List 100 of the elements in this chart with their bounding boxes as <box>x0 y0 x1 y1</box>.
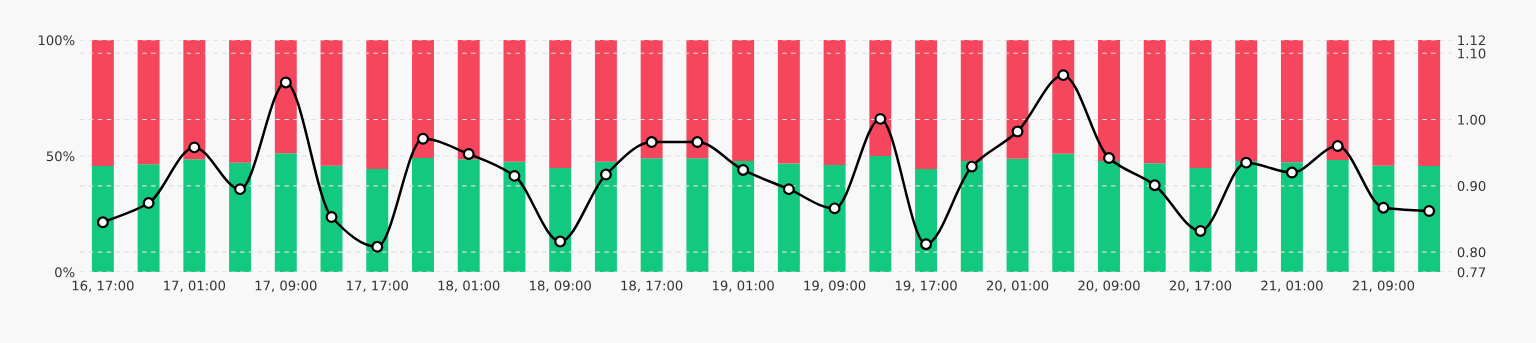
point <box>782 183 795 196</box>
bar <box>1372 165 1395 272</box>
bar <box>1052 40 1075 154</box>
point <box>417 132 429 145</box>
bar <box>549 168 572 272</box>
point <box>142 197 155 210</box>
bar <box>869 156 892 272</box>
bar <box>1098 40 1120 162</box>
point <box>554 235 567 248</box>
point <box>920 238 933 251</box>
bar <box>137 164 160 272</box>
bar <box>915 168 938 272</box>
bar <box>1235 40 1258 162</box>
bar <box>274 40 297 154</box>
bar <box>594 40 617 162</box>
bar <box>1235 161 1258 272</box>
bar <box>366 168 389 272</box>
point <box>1423 205 1436 217</box>
point <box>1103 152 1115 164</box>
point <box>691 136 704 149</box>
point <box>1011 125 1024 138</box>
bar <box>1189 168 1212 272</box>
bar <box>1418 165 1441 272</box>
x-tick-label: 20, 01:00 <box>986 280 1049 292</box>
y2-tick-label: 1.00 <box>1458 114 1486 125</box>
y2-tick-label: 1.12 <box>1458 35 1485 46</box>
bar <box>137 40 160 165</box>
point <box>1285 166 1298 179</box>
point <box>1377 201 1390 214</box>
x-tick-label: 18, 09:00 <box>530 280 591 292</box>
y-tick-label: 100% <box>38 35 75 46</box>
point <box>234 183 247 196</box>
bar <box>503 40 526 162</box>
x-tick-label: 19, 17:00 <box>895 280 957 292</box>
bar <box>869 40 892 156</box>
point <box>188 141 201 154</box>
bar <box>1052 153 1075 272</box>
point <box>599 168 612 181</box>
point <box>737 163 750 176</box>
point <box>645 136 658 149</box>
bar <box>1143 163 1166 272</box>
bar <box>1280 40 1303 163</box>
point <box>1331 140 1344 153</box>
point <box>1057 69 1070 82</box>
bar <box>229 40 252 163</box>
bar <box>823 165 846 272</box>
bar <box>549 40 572 169</box>
y2-tick-label: 0.90 <box>1457 181 1486 192</box>
x-tick-label: 17, 09:00 <box>255 280 317 292</box>
x-tick-label: 20, 17:00 <box>1169 280 1232 292</box>
bar <box>777 163 800 272</box>
bar <box>640 40 663 159</box>
y-tick-label: 0% <box>55 267 75 278</box>
x-tick-label: 16, 17:00 <box>72 280 134 292</box>
point <box>1194 224 1207 237</box>
bar <box>1098 161 1120 272</box>
bar <box>777 40 800 164</box>
bar <box>320 40 343 166</box>
x-tick-label: 19, 09:00 <box>804 280 866 292</box>
x-tick-label: 21, 01:00 <box>1261 280 1323 292</box>
point <box>1240 156 1253 169</box>
y-tick-label: 50% <box>46 151 75 162</box>
x-tick-label: 21, 09:00 <box>1352 280 1415 292</box>
bar <box>183 40 206 160</box>
bar <box>1143 40 1166 164</box>
bar <box>1006 158 1029 272</box>
bar <box>183 159 206 272</box>
bar <box>960 40 983 162</box>
x-tick-label: 20, 09:00 <box>1078 280 1140 292</box>
bar <box>412 158 434 272</box>
bar <box>412 40 434 159</box>
y2-tick-label: 0.80 <box>1457 247 1486 258</box>
bar <box>320 165 343 272</box>
point <box>462 148 475 160</box>
x-tick-label: 17, 17:00 <box>347 280 408 292</box>
x-tick-label: 18, 01:00 <box>438 280 500 292</box>
bar <box>1189 40 1212 169</box>
bar <box>91 40 114 166</box>
bar <box>1006 40 1029 159</box>
bar <box>823 40 846 166</box>
bar <box>960 161 983 272</box>
point <box>874 112 887 125</box>
x-tick-label: 17, 01:00 <box>164 280 226 292</box>
point <box>508 169 521 182</box>
bar <box>1418 40 1441 166</box>
point <box>965 160 978 173</box>
point <box>96 216 109 229</box>
point <box>325 211 338 223</box>
bar <box>1326 159 1349 272</box>
y2-tick-label: 0.77 <box>1457 267 1486 278</box>
bar <box>1280 162 1303 272</box>
bar <box>686 40 709 159</box>
bar <box>366 40 389 169</box>
point <box>371 240 384 253</box>
bar <box>594 161 617 272</box>
bar <box>686 158 709 272</box>
bar <box>915 40 938 169</box>
point <box>828 202 841 215</box>
bar <box>503 161 526 272</box>
bar <box>640 158 663 272</box>
